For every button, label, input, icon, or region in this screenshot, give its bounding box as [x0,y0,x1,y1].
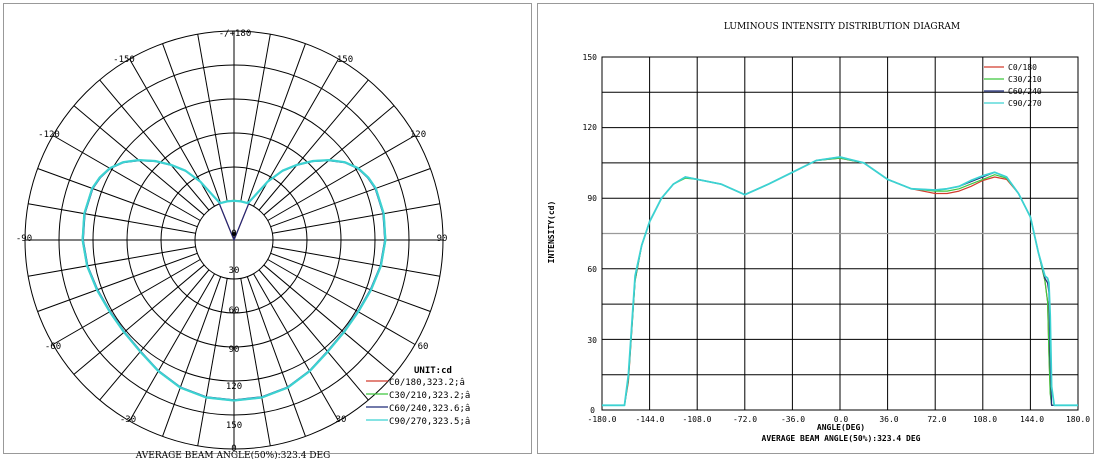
polar-radial-tick: 60 [229,306,240,316]
polar-angle-label: 150 [337,55,353,65]
y-tick-label: 30 [587,336,597,345]
polar-angle-label: -30 [120,415,136,425]
polar-curves [81,159,387,402]
polar-spoke [197,34,228,202]
polar-center-marker [232,232,236,236]
y-tick-label: 90 [587,194,597,203]
polar-spoke [267,135,416,221]
series-line [602,156,1078,407]
y-tick-label: 60 [587,265,597,274]
y-tick-label: 150 [583,53,598,62]
linear-panel-border [537,3,1094,454]
polar-legend-entry: C30/210,323.2;â [389,391,470,401]
x-tick-label: -72.0 [733,415,757,424]
legend-entry: C60/240 [1008,87,1042,96]
polar-angle-label: 60 [418,342,429,352]
x-tick-label: -36.0 [781,415,805,424]
polar-spoke [73,264,205,375]
polar-spoke [52,135,201,221]
x-tick-label: 108.0 [973,415,997,424]
polar-angle-label: 0 [231,444,236,454]
polar-unit-label: UNIT:cd [414,366,452,376]
polar-spoke [272,203,440,234]
linear-curves [602,156,1078,407]
polar-chart: -/+180 150 120 90 60 -150 -120 -90 -60 -… [16,29,470,459]
polar-spoke [28,203,196,234]
polar-spoke [99,79,210,211]
x-tick-label: 180.0 [1066,415,1090,424]
polar-spoke [258,79,369,211]
x-tick-label: -144.0 [636,415,665,424]
polar-spoke [162,43,222,204]
polar-legend-entry: C90/270,323.5;â [389,417,470,427]
legend-entry: C90/270 [1008,99,1042,108]
polar-spoke [246,276,306,437]
polar-angle-labels: -/+180 150 120 90 60 -150 -120 -90 -60 -… [16,29,448,454]
polar-angle-label: 30 [336,415,347,425]
linear-chart: LUMINOUS INTENSITY DISTRIBUTION DIAGRAM … [547,22,1090,443]
polar-angle-label: 90 [437,234,448,244]
polar-spoke [240,278,271,446]
y-tick-label: 120 [583,123,598,132]
polar-spoke [270,252,431,312]
polar-spoke [258,269,369,401]
polar-spoke [240,34,271,202]
legend-entry: C0/180 [1008,63,1037,72]
linear-legend: C0/180 C30/210 C60/240 C90/270 [984,63,1042,108]
plot-frame [601,56,1079,411]
polar-radial-tick: 120 [226,382,242,392]
polar-grid [24,30,444,450]
polar-spoke [28,246,196,277]
polar-angle-label: 120 [410,130,426,140]
polar-spoke [246,43,306,204]
y-tick-labels: 0 30 60 90 120 150 [583,53,598,415]
x-tick-labels: -180.0 -144.0 -108.0 -72.0 -36.0 0.0 36.… [588,415,1091,424]
polar-spoke [270,168,431,228]
chart-title: LUMINOUS INTENSITY DISTRIBUTION DIAGRAM [724,22,960,32]
polar-radial-labels: 0 30 60 90 120 150 [226,229,242,431]
x-tick-label: 72.0 [927,415,946,424]
x-axis-label: ANGLE(DEG) [817,423,865,432]
polar-spoke [37,252,198,312]
polar-spoke [267,259,416,345]
legend-entry: C30/210 [1008,75,1042,84]
polar-radial-tick: 0 [231,229,236,239]
y-tick-label: 0 [590,406,595,415]
polar-radial-tick: 150 [226,421,242,431]
polar-series-curve [81,159,387,402]
polar-panel-border [3,3,532,454]
polar-legend-entry: C0/180,323.2;â [389,378,465,388]
polar-angle-label: -150 [113,55,135,65]
polar-legend: UNIT:cd C0/180,323.2;â C30/210,323.2;â C… [366,366,470,427]
polar-spoke [162,276,222,437]
polar-angle-label: -60 [45,342,61,352]
polar-spoke [99,269,210,401]
polar-angle-label: -120 [38,130,60,140]
polar-radial-tick: 30 [229,266,240,276]
y-axis-label: INTENSITY(cd) [547,201,556,264]
polar-legend-entry: C60/240,323.6;â [389,404,470,414]
linear-grid [601,56,1079,411]
polar-spoke [272,246,440,277]
polar-spoke [129,273,215,422]
polar-spoke [253,273,339,422]
polar-spoke [52,259,201,345]
polar-spoke [263,264,395,375]
polar-radial-tick: 90 [229,345,240,355]
x-tick-label: -108.0 [683,415,712,424]
x-tick-label: 0.0 [834,415,849,424]
x-tick-label: -180.0 [588,415,617,424]
linear-caption: AVERAGE BEAM ANGLE(50%):323.4 DEG [762,434,921,443]
polar-spoke [37,168,198,228]
polar-angle-label: -/+180 [219,29,252,39]
polar-spoke [197,278,228,446]
polar-caption: AVERAGE BEAM ANGLE(50%):323.4 DEG [135,450,331,459]
x-tick-label: 144.0 [1020,415,1044,424]
polar-angle-label: -90 [16,234,32,244]
x-tick-label: 36.0 [879,415,898,424]
